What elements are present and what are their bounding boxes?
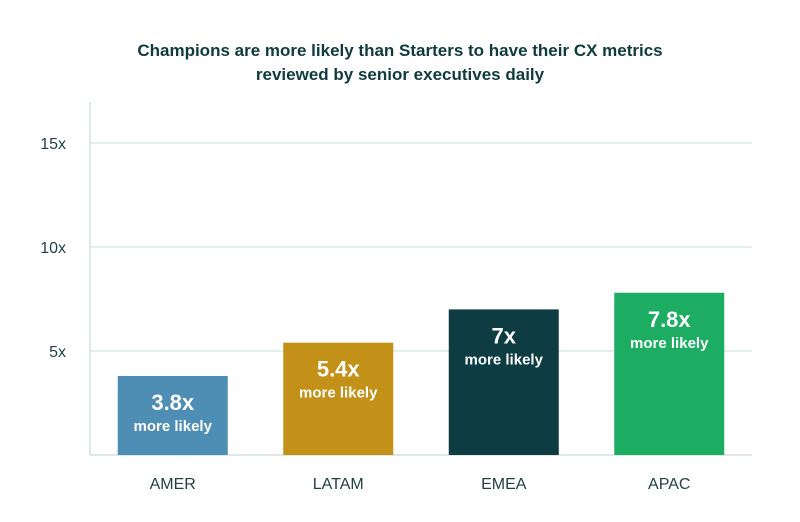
bar-value-label: 7x bbox=[492, 323, 517, 348]
y-tick-label: 15x bbox=[40, 136, 66, 153]
bar-value-label: 3.8x bbox=[151, 390, 195, 415]
chart-title-line-2: reviewed by senior executives daily bbox=[256, 65, 545, 84]
chart-title-line-1: Champions are more likely than Starters … bbox=[137, 41, 662, 60]
y-tick-label: 10x bbox=[40, 240, 66, 257]
bar-sublabel: more likely bbox=[299, 385, 378, 402]
bar-apac bbox=[614, 292, 725, 455]
bar-value-label: 5.4x bbox=[317, 357, 361, 382]
bar-sublabel: more likely bbox=[465, 351, 544, 368]
bar-value-label: 7.8x bbox=[648, 307, 692, 332]
bar-emea bbox=[448, 309, 559, 455]
y-tick-label: 5x bbox=[49, 344, 66, 361]
bar-sublabel: more likely bbox=[134, 418, 213, 435]
x-category-label: AMER bbox=[150, 476, 196, 493]
bar-latam bbox=[283, 342, 394, 455]
x-category-label: LATAM bbox=[313, 476, 364, 493]
x-category-label: APAC bbox=[648, 476, 690, 493]
bar-sublabel: more likely bbox=[630, 335, 709, 352]
bar-amer bbox=[117, 375, 228, 455]
x-category-label: EMEA bbox=[481, 476, 527, 493]
